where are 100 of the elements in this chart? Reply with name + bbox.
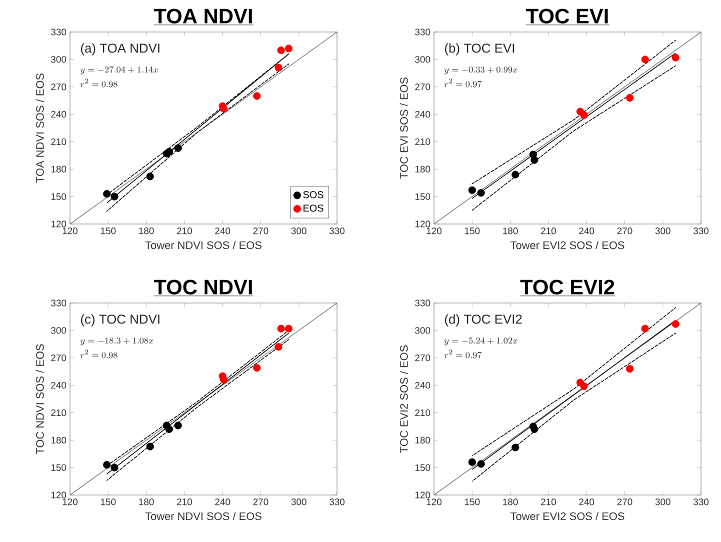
point xyxy=(174,144,182,152)
x-tick-label: 240 xyxy=(215,498,230,506)
y-tick-label: 150 xyxy=(51,464,66,471)
y-tick-label: 240 xyxy=(51,110,66,118)
x-tick-label: 120 xyxy=(62,228,78,234)
point xyxy=(174,422,182,430)
point xyxy=(512,444,520,452)
annotation: $y = -18.3 + 1.08x$ xyxy=(80,337,154,346)
x-tick-label: 240 xyxy=(579,228,594,234)
point xyxy=(274,64,282,72)
point xyxy=(277,46,285,54)
y-tick-label: 210 xyxy=(51,409,66,416)
y-tick-label: 240 xyxy=(415,382,430,389)
y-tick-label: 120 xyxy=(415,220,430,228)
point xyxy=(672,320,680,328)
y-tick-label: 330 xyxy=(51,28,66,36)
point xyxy=(626,94,634,102)
x-tick-label: 300 xyxy=(655,498,670,506)
point xyxy=(253,364,261,372)
x-tick-label: 180 xyxy=(139,498,154,506)
annotation: (c) TOC NDVI xyxy=(80,314,160,326)
y-tick-label: 180 xyxy=(51,166,66,172)
legend-label: EOS xyxy=(304,204,324,212)
y-tick-label: 300 xyxy=(51,56,66,63)
y-tick-label: 300 xyxy=(415,56,430,63)
x-tick-label: 240 xyxy=(579,498,594,506)
y-tick-label: 270 xyxy=(415,354,430,362)
y-tick-label: 180 xyxy=(415,166,430,172)
x-tick-label: 150 xyxy=(464,498,480,506)
y-tick-label: 330 xyxy=(415,28,430,36)
x-tick-label: 240 xyxy=(215,228,230,234)
x-tick-label: 180 xyxy=(503,498,518,506)
point xyxy=(277,324,285,332)
annotation: $y = -5.24 + 1.02x$ xyxy=(444,337,518,346)
chart-title: TOC EVI2 xyxy=(520,280,614,295)
x-tick-label: 210 xyxy=(541,228,556,234)
x-tick-label: 210 xyxy=(177,498,192,506)
y-tick-label: 240 xyxy=(51,382,66,389)
annotation: $r^{2} = 0.98$ xyxy=(80,78,118,88)
x-tick-label: 180 xyxy=(503,228,518,234)
x-axis-title: Tower NDVI SOS / EOS xyxy=(145,512,262,520)
x-tick-label: 270 xyxy=(253,228,268,234)
point xyxy=(103,190,111,198)
x-tick-label: 120 xyxy=(426,228,442,234)
y-tick-label: 210 xyxy=(51,138,66,146)
y-tick-label: 150 xyxy=(415,193,430,200)
point xyxy=(274,343,282,351)
annotation: $y = -27.04 + 1.14x$ xyxy=(80,66,158,74)
annotation: (b) TOC EVI xyxy=(444,43,514,56)
annotation: (d) TOC EVI2 xyxy=(444,314,522,326)
y-tick-label: 120 xyxy=(51,492,66,498)
x-tick-label: 270 xyxy=(253,498,268,506)
x-tick-label: 300 xyxy=(291,228,306,234)
point xyxy=(530,425,538,433)
x-tick-label: 120 xyxy=(426,498,442,506)
annotation: $r^{2} = 0.98$ xyxy=(80,350,118,358)
y-tick-label: 330 xyxy=(51,300,66,306)
y-tick-label: 240 xyxy=(415,110,430,118)
x-tick-label: 330 xyxy=(329,228,345,234)
x-axis-title: Tower EVI2 SOS / EOS xyxy=(510,241,624,250)
annotation: $y = -0.33 + 0.99x$ xyxy=(444,66,518,74)
point xyxy=(110,464,118,472)
y-tick-label: 150 xyxy=(51,193,66,200)
y-tick-label: 270 xyxy=(415,84,430,90)
y-axis-title: TOC EVI2 SOS / EOS xyxy=(400,345,408,453)
point xyxy=(284,324,292,332)
point xyxy=(110,192,118,200)
x-tick-label: 330 xyxy=(693,498,709,506)
point xyxy=(626,365,634,373)
point xyxy=(530,156,538,164)
y-tick-label: 270 xyxy=(51,354,66,362)
y-tick-label: 150 xyxy=(415,464,430,471)
x-axis-title: Tower EVI2 SOS / EOS xyxy=(510,512,624,520)
y-tick-label: 120 xyxy=(51,220,66,228)
point xyxy=(477,460,485,468)
y-tick-label: 210 xyxy=(415,138,430,146)
point xyxy=(146,442,154,450)
x-tick-label: 330 xyxy=(329,498,345,506)
annotation: (a) TOA NDVI xyxy=(80,43,160,56)
x-tick-label: 270 xyxy=(617,228,632,234)
y-tick-label: 120 xyxy=(415,492,430,498)
point xyxy=(580,382,588,390)
point xyxy=(641,56,649,64)
point xyxy=(220,376,228,384)
x-tick-label: 150 xyxy=(100,228,116,234)
y-axis-title: TOC EVI SOS / EOS xyxy=(400,77,408,179)
y-tick-label: 300 xyxy=(51,327,66,334)
point xyxy=(220,105,228,113)
x-tick-label: 120 xyxy=(62,498,78,506)
x-tick-label: 210 xyxy=(541,498,556,506)
x-tick-label: 150 xyxy=(100,498,116,506)
y-tick-label: 180 xyxy=(51,436,66,444)
annotation: $r^{2} = 0.97$ xyxy=(444,350,482,358)
y-axis-title: TOC NDVI SOS / EOS xyxy=(36,344,44,454)
point xyxy=(165,425,173,433)
chart-title: TOC EVI xyxy=(526,8,608,24)
y-tick-label: 330 xyxy=(415,300,430,306)
x-tick-label: 150 xyxy=(464,228,480,234)
y-tick-label: 180 xyxy=(415,436,430,444)
point xyxy=(477,189,485,197)
